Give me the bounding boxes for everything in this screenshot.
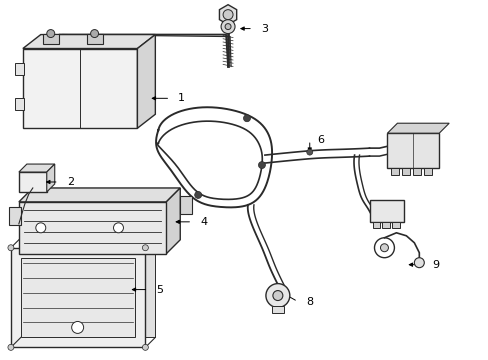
Text: 4: 4 (200, 217, 207, 227)
Bar (9, 207, 21, 225)
Circle shape (90, 30, 99, 37)
Circle shape (224, 24, 230, 30)
Bar (15, 98, 24, 110)
Polygon shape (137, 35, 155, 128)
Circle shape (243, 115, 250, 122)
Polygon shape (166, 188, 180, 254)
Bar (271, 306, 283, 314)
Circle shape (380, 244, 387, 252)
Circle shape (72, 321, 83, 333)
Bar (402, 168, 409, 175)
Polygon shape (21, 238, 155, 337)
Circle shape (258, 162, 265, 168)
Bar (42, 33, 59, 44)
Circle shape (142, 245, 148, 251)
Bar (23, 49, 137, 128)
Bar (21, 258, 135, 337)
Circle shape (47, 30, 55, 37)
Bar (19, 172, 47, 192)
Bar (180, 196, 192, 214)
Polygon shape (19, 188, 180, 202)
Bar (369, 200, 404, 222)
Bar (15, 63, 24, 75)
Text: 6: 6 (317, 135, 324, 145)
Circle shape (8, 345, 14, 350)
Bar (392, 222, 400, 228)
Polygon shape (219, 5, 236, 24)
Bar (412, 168, 421, 175)
Circle shape (8, 245, 14, 251)
Text: 5: 5 (156, 284, 163, 294)
Bar (386, 133, 438, 168)
Circle shape (113, 223, 123, 233)
Bar (382, 222, 389, 228)
Circle shape (272, 291, 282, 301)
Text: 3: 3 (261, 24, 267, 33)
Text: 8: 8 (305, 297, 312, 306)
Bar (424, 168, 431, 175)
Bar (11, 248, 145, 347)
Bar (390, 168, 399, 175)
Circle shape (36, 223, 46, 233)
Polygon shape (23, 35, 155, 49)
Text: 2: 2 (66, 177, 74, 187)
Text: 9: 9 (431, 260, 439, 270)
Circle shape (265, 284, 289, 307)
Circle shape (306, 149, 312, 155)
Circle shape (413, 258, 424, 268)
Text: 7: 7 (403, 128, 409, 138)
Text: 1: 1 (178, 93, 185, 103)
Circle shape (221, 20, 235, 33)
Polygon shape (19, 164, 55, 172)
Circle shape (194, 192, 201, 198)
Polygon shape (47, 164, 55, 192)
Circle shape (223, 10, 233, 20)
Bar (19, 202, 166, 254)
Bar (372, 222, 380, 228)
Circle shape (142, 345, 148, 350)
Bar (86, 33, 102, 44)
Polygon shape (386, 123, 448, 133)
